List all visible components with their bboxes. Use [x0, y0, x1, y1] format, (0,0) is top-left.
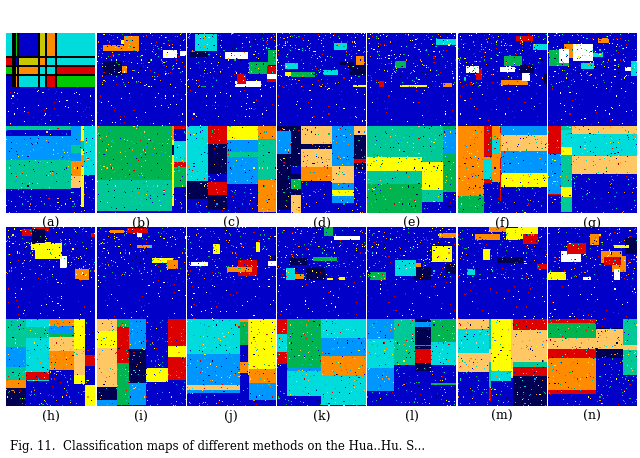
Text: Fig. 11.  Classification maps of different methods on the Hua..Hu. S...: Fig. 11. Classification maps of differen… — [10, 441, 425, 453]
Text: (g): (g) — [583, 217, 602, 229]
Text: (c): (c) — [223, 217, 240, 229]
Text: (m): (m) — [492, 410, 513, 423]
Text: (f): (f) — [495, 217, 509, 229]
Text: (b): (b) — [132, 217, 150, 229]
Text: (a): (a) — [42, 217, 60, 229]
Text: (l): (l) — [405, 410, 419, 423]
Text: (j): (j) — [225, 410, 238, 423]
Text: (h): (h) — [42, 410, 60, 423]
Text: (i): (i) — [134, 410, 148, 423]
Text: (n): (n) — [584, 410, 601, 423]
Text: (d): (d) — [312, 217, 331, 229]
Text: (k): (k) — [313, 410, 330, 423]
Text: (e): (e) — [403, 217, 420, 229]
